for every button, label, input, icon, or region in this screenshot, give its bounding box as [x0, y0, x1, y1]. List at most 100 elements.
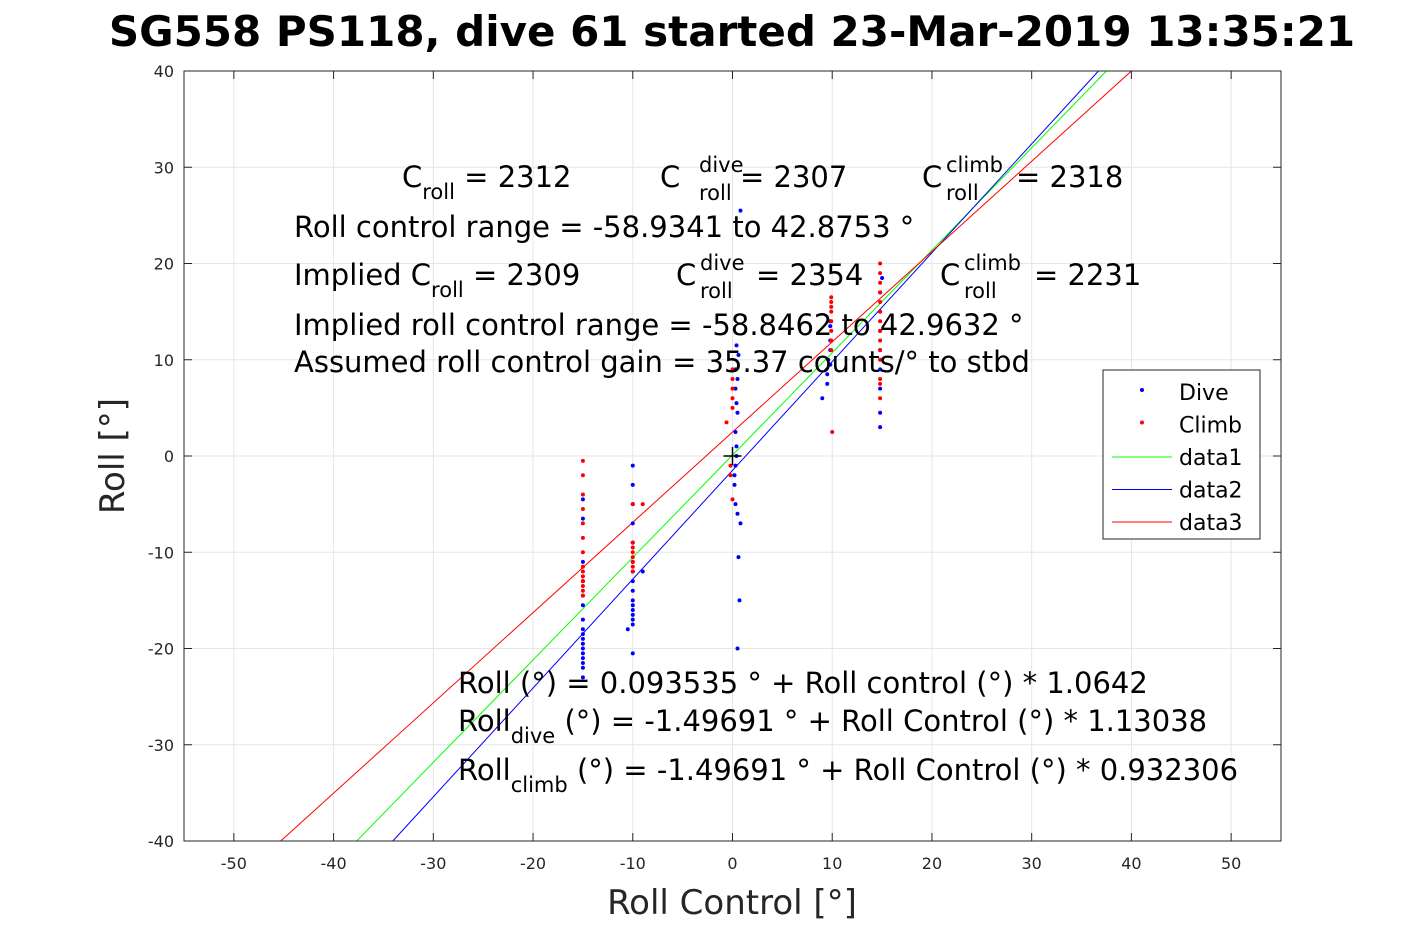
- point-climb: [580, 588, 585, 593]
- data-points: [580, 208, 885, 680]
- x-tick-label: 0: [727, 854, 737, 873]
- y-tick-label: 0: [164, 447, 174, 466]
- point-dive: [580, 675, 585, 680]
- x-axis-ticks: -50 -40 -30 -20 -10 0 10 20 30 40 50: [221, 71, 1241, 873]
- point-climb: [730, 396, 735, 401]
- equation-roll: Roll (°) = 0.093535 ° + Roll control (°)…: [458, 666, 1148, 700]
- origin-marker: [723, 447, 742, 465]
- annotation-c-roll: Croll = 2312: [402, 160, 572, 204]
- eq3-sub: climb: [511, 773, 568, 797]
- point-climb: [878, 357, 883, 362]
- x-tick-label: -50: [221, 854, 247, 873]
- point-dive: [828, 362, 833, 367]
- point-climb: [580, 535, 585, 540]
- point-dive: [878, 367, 883, 372]
- point-dive: [580, 660, 585, 665]
- annotation-implied-dive: C: [676, 258, 696, 292]
- point-climb: [580, 593, 585, 598]
- point-dive: [630, 482, 635, 487]
- point-dive: [735, 410, 740, 415]
- x-tick-label: -20: [520, 854, 546, 873]
- point-dive: [734, 401, 739, 406]
- c-roll-sub: roll: [422, 180, 455, 204]
- series-line-data2: [392, 70, 1099, 842]
- y-tick-label: 10: [154, 351, 174, 370]
- point-climb: [580, 564, 585, 569]
- x-tick-label: -30: [420, 854, 446, 873]
- y-tick-label: -30: [148, 736, 174, 755]
- point-dive: [737, 598, 742, 603]
- c-roll-base: C: [402, 160, 422, 194]
- point-dive: [625, 627, 630, 632]
- implied-sub: roll: [431, 278, 464, 302]
- series-line-data3: [280, 70, 1132, 842]
- point-dive: [733, 386, 738, 391]
- point-climb: [630, 559, 635, 564]
- implied-climb-sub: roll: [964, 279, 997, 303]
- point-climb: [580, 473, 585, 478]
- x-tick-label: -40: [321, 854, 347, 873]
- implied-dive-base: C: [676, 258, 696, 292]
- point-climb: [878, 280, 883, 285]
- y-axis-label: Roll [°]: [93, 398, 133, 514]
- point-climb: [630, 555, 635, 560]
- point-climb: [829, 319, 834, 324]
- y-axis-ticks: -40 -30 -20 -10 0 10 20 30 40: [148, 62, 1281, 851]
- point-dive: [738, 521, 743, 526]
- chart-title: SG558 PS118, dive 61 started 23-Mar-2019…: [109, 7, 1355, 56]
- point-climb: [730, 377, 735, 381]
- point-climb: [829, 304, 834, 309]
- point-climb: [830, 429, 835, 434]
- point-climb: [580, 492, 585, 497]
- implied-dive-rest: = 2354: [756, 258, 863, 292]
- c-roll-climb-sup: climb: [946, 153, 1003, 177]
- point-dive: [734, 343, 739, 348]
- point-dive: [580, 636, 585, 641]
- point-climb: [829, 328, 834, 333]
- point-dive: [828, 324, 833, 329]
- point-dive: [580, 665, 585, 670]
- point-dive: [732, 473, 737, 478]
- point-climb: [878, 261, 883, 266]
- annotation-implied-range: Implied roll control range = -58.8462 to…: [294, 308, 1024, 342]
- point-dive: [820, 396, 825, 401]
- point-dive: [630, 651, 635, 656]
- implied-dive-sup: dive: [700, 251, 745, 275]
- point-dive: [580, 603, 585, 608]
- point-climb: [878, 309, 883, 314]
- point-climb: [878, 377, 883, 381]
- point-dive: [825, 372, 830, 377]
- point-climb: [878, 338, 883, 343]
- annotation-c-roll-climb: C: [922, 160, 942, 194]
- point-climb: [730, 405, 735, 410]
- annotation-implied-climb: C: [940, 258, 960, 292]
- point-dive: [580, 656, 585, 661]
- annotation-implied-c-roll: Implied Croll = 2309: [294, 258, 580, 302]
- point-dive: [580, 497, 585, 502]
- point-climb: [630, 550, 635, 555]
- point-climb: [580, 506, 585, 511]
- x-tick-label: -10: [620, 854, 646, 873]
- point-dive: [735, 646, 740, 651]
- implied-climb-sup: climb: [964, 251, 1021, 275]
- point-climb: [580, 521, 585, 526]
- y-tick-label: 20: [154, 255, 174, 274]
- point-climb: [878, 319, 883, 324]
- point-climb: [829, 338, 834, 343]
- point-dive: [580, 617, 585, 622]
- point-dive: [733, 429, 738, 434]
- point-climb: [630, 540, 635, 545]
- c-roll-climb-sub: roll: [946, 181, 979, 205]
- point-climb: [878, 271, 883, 276]
- point-dive: [630, 588, 635, 593]
- point-dive: [580, 627, 585, 632]
- annotation-gain: Assumed roll control gain = 35.37 counts…: [294, 345, 1030, 379]
- point-climb: [580, 550, 585, 555]
- legend-label-climb: Climb: [1179, 414, 1242, 439]
- point-climb: [580, 574, 585, 579]
- legend-label-data2: data2: [1179, 479, 1243, 504]
- legend-marker-dive: [1140, 388, 1144, 392]
- y-tick-label: -10: [148, 543, 174, 562]
- point-dive: [630, 521, 635, 526]
- legend-box: [1102, 369, 1261, 540]
